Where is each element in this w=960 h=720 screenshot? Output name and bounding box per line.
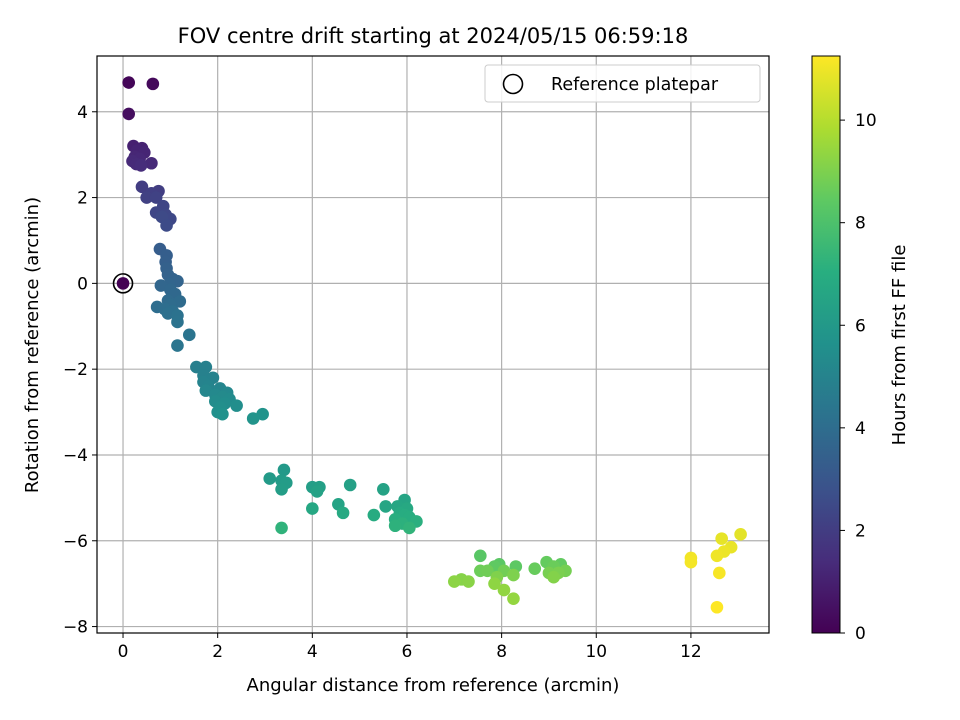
data-point <box>388 519 402 533</box>
reference-marker <box>112 273 134 294</box>
colorbar-tick-label: 8 <box>855 214 866 234</box>
data-point <box>135 180 149 194</box>
data-point <box>116 277 130 290</box>
colorbar-tick-label: 0 <box>855 624 866 644</box>
data-point <box>488 577 501 590</box>
reference-platepar-marker <box>112 273 134 294</box>
data-point <box>403 521 416 535</box>
x-tick-label: 12 <box>680 642 702 662</box>
legend: Reference platepar <box>484 64 761 103</box>
x-axis: 0 2 4 6 8 10 12 <box>118 633 702 662</box>
data-point <box>160 219 173 232</box>
data-point <box>306 502 319 515</box>
data-point <box>310 485 324 498</box>
colorbar-tick-label: 10 <box>855 111 877 131</box>
legend-box <box>484 64 761 103</box>
data-point <box>474 549 487 563</box>
data-point <box>377 482 390 496</box>
data-point <box>379 500 392 513</box>
data-point <box>263 472 277 485</box>
data-point <box>140 191 153 204</box>
data-point <box>182 328 196 342</box>
data-point <box>481 564 494 578</box>
x-tick-label: 8 <box>496 642 507 662</box>
x-tick-label: 4 <box>307 642 318 662</box>
y-tick-label: −4 <box>63 446 88 466</box>
legend-marker-icon <box>502 73 524 95</box>
data-point <box>684 555 698 569</box>
x-axis-label: Angular distance from reference (arcmin) <box>247 675 620 696</box>
data-point <box>161 307 175 320</box>
data-point <box>447 575 461 588</box>
grid <box>97 56 769 633</box>
data-point <box>336 506 350 520</box>
data-point <box>275 521 288 535</box>
data-point <box>275 482 288 496</box>
data-point <box>497 583 511 597</box>
y-tick-label: 4 <box>77 103 88 123</box>
colorbar-tick-label: 4 <box>855 419 866 439</box>
chart-title: FOV centre drift starting at 2024/05/15 … <box>178 24 689 48</box>
data-point <box>507 568 520 582</box>
x-tick-label: 0 <box>118 642 129 662</box>
data-point <box>462 575 475 588</box>
y-tick-label: −8 <box>63 618 88 638</box>
data-point <box>507 592 520 605</box>
data-point <box>230 399 243 412</box>
data-point <box>190 360 203 374</box>
data-point <box>367 508 381 522</box>
scatter-points <box>116 76 747 614</box>
data-point <box>149 191 163 204</box>
plot-frame <box>96 55 770 634</box>
y-tick-label: −6 <box>63 532 88 552</box>
data-point <box>256 407 269 421</box>
data-point <box>122 76 136 89</box>
colorbar-ticks: 0 2 4 6 8 10 <box>840 111 877 644</box>
data-point <box>713 566 726 580</box>
colorbar-tick-label: 6 <box>855 316 866 336</box>
data-point <box>146 77 160 91</box>
data-point <box>154 279 168 292</box>
y-axis: −8 −6 −4 −2 0 2 4 <box>63 103 97 638</box>
data-point <box>710 549 724 563</box>
data-point <box>216 407 229 421</box>
y-axis-label: Rotation from reference (arcmin) <box>22 197 43 493</box>
data-point <box>171 315 184 329</box>
x-tick-label: 10 <box>585 642 607 662</box>
legend-entry-reference: Reference platepar <box>551 75 719 95</box>
y-tick-label: 2 <box>77 189 88 209</box>
data-point <box>173 295 187 308</box>
data-point <box>277 463 291 477</box>
data-point <box>528 562 542 575</box>
data-point <box>199 384 213 397</box>
data-point <box>145 156 158 170</box>
data-point <box>122 107 136 121</box>
data-point <box>171 339 184 352</box>
data-point <box>134 159 148 172</box>
x-tick-label: 6 <box>402 642 413 662</box>
x-tick-label: 2 <box>212 642 223 662</box>
data-point <box>246 412 260 425</box>
data-point <box>547 570 560 584</box>
y-tick-label: 0 <box>77 274 88 294</box>
data-point <box>343 478 357 492</box>
colorbar-tick-label: 2 <box>855 521 866 541</box>
colorbar-label: Hours from first FF file <box>889 245 910 446</box>
data-point <box>715 532 728 545</box>
y-tick-label: −2 <box>63 360 88 380</box>
data-point <box>710 600 724 614</box>
data-point <box>734 528 747 541</box>
colorbar <box>811 55 841 634</box>
